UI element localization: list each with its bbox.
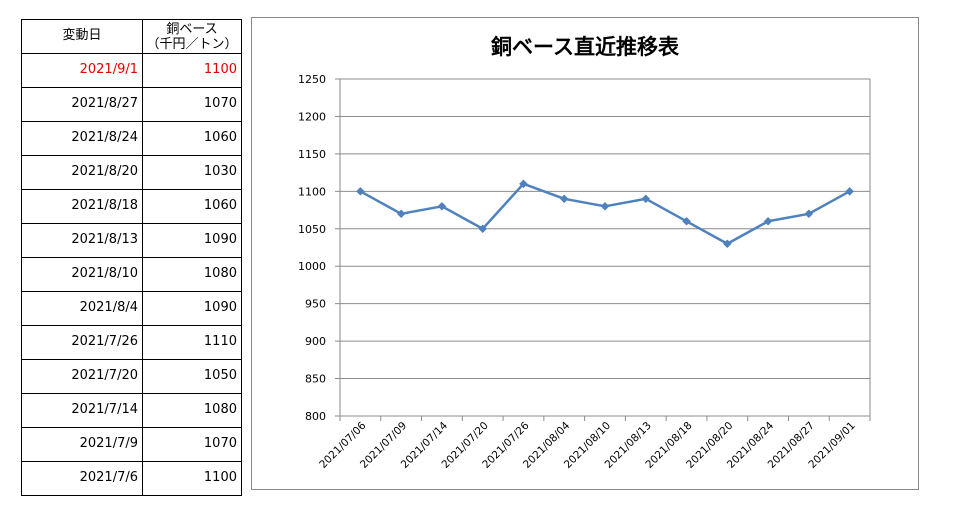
y-tick-label: 800: [305, 410, 326, 423]
row-date: 2021/8/20: [21, 155, 143, 190]
table-row: 2021/8/13 1090: [21, 223, 242, 258]
header-value-line2: （千円／トン）: [146, 36, 238, 52]
table-row: 2021/8/10 1080: [21, 257, 242, 292]
row-value: 1070: [142, 427, 242, 462]
row-value: 1080: [142, 393, 242, 428]
row-date: 2021/7/6: [21, 461, 143, 496]
table-row: 2021/7/14 1080: [21, 393, 242, 428]
y-tick-label: 1250: [298, 73, 326, 86]
table-row: 2021/8/27 1070: [21, 87, 242, 122]
table-row: 2021/8/24 1060: [21, 121, 242, 156]
x-axis-ticks: 2021/07/062021/07/092021/07/142021/07/20…: [317, 416, 871, 471]
chart-frame: 銅ベース直近推移表 800 850 900 950 1000 1050 1100 1150 12…: [251, 17, 919, 490]
row-value: 1090: [142, 223, 242, 258]
table-row: 2021/8/4 1090: [21, 291, 242, 326]
row-value: 1090: [142, 291, 242, 326]
row-date: 2021/8/4: [21, 291, 143, 326]
table-row: 2021/8/20 1030: [21, 155, 242, 190]
y-tick-label: 1150: [298, 148, 326, 161]
data-point: [763, 216, 773, 226]
grid-lines: [339, 78, 871, 417]
table-row: 2021/8/18 1060: [21, 189, 242, 224]
row-date: 2021/7/26: [21, 325, 143, 360]
data-point: [396, 209, 406, 219]
row-date: 2021/7/9: [21, 427, 143, 462]
data-point: [682, 216, 691, 226]
y-tick-label: 850: [305, 373, 326, 386]
row-value: 1030: [142, 155, 242, 190]
table-header-row: 変動日 銅ベース （千円／トン）: [21, 19, 242, 54]
data-point: [478, 224, 488, 234]
data-point: [641, 194, 651, 204]
data-point: [845, 186, 854, 196]
y-tick-label: 950: [305, 298, 326, 311]
y-tick-label: 1200: [298, 110, 326, 123]
row-value: 1080: [142, 257, 242, 292]
y-tick-label: 1100: [298, 185, 326, 198]
chart-title: 銅ベース直近推移表: [491, 35, 680, 59]
row-date: 2021/8/18: [21, 189, 143, 224]
data-point: [722, 239, 732, 249]
row-value: 1060: [142, 189, 242, 224]
table-row: 2021/7/20 1050: [21, 359, 242, 394]
table-row: 2021/7/9 1070: [21, 427, 242, 462]
data-point: [437, 201, 447, 211]
plot-area: [339, 78, 871, 417]
row-date: 2021/8/27: [21, 87, 143, 122]
table-row: 2021/9/1 1100: [21, 53, 242, 88]
y-tick-label: 900: [305, 335, 326, 348]
row-date: 2021/8/24: [21, 121, 143, 156]
row-date: 2021/9/1: [21, 53, 143, 88]
y-tick-label: 1000: [298, 260, 326, 273]
header-date: 変動日: [21, 19, 143, 54]
row-value: 1060: [142, 121, 242, 156]
line-chart: 銅ベース直近推移表 800 850 900 950 1000 1050 1100 1150 12…: [298, 35, 871, 471]
data-point: [600, 201, 610, 211]
header-value: 銅ベース （千円／トン）: [142, 19, 242, 54]
data-point: [519, 179, 528, 189]
data-point: [356, 186, 365, 196]
price-table: 変動日 銅ベース （千円／トン） 2021/9/1 1100 2021/8/27 10…: [21, 19, 242, 496]
row-value: 1100: [142, 53, 242, 88]
row-value: 1110: [142, 325, 242, 360]
data-point: [804, 209, 814, 219]
series-line: [359, 182, 851, 246]
row-value: 1050: [142, 359, 242, 394]
row-date: 2021/7/14: [21, 393, 143, 428]
table-row: 2021/7/6 1100: [21, 461, 242, 496]
series-layer: [356, 179, 854, 249]
row-date: 2021/7/20: [21, 359, 143, 394]
row-value: 1100: [142, 461, 242, 496]
row-date: 2021/8/10: [21, 257, 143, 292]
data-point: [559, 194, 569, 204]
y-axis-ticks: 800 850 900 950 1000 1050 1100 1150 1200 1250: [298, 73, 340, 423]
y-tick-label: 1050: [298, 223, 326, 236]
table-row: 2021/7/26 1110: [21, 325, 242, 360]
row-value: 1070: [142, 87, 242, 122]
header-value-line1: 銅ベース: [166, 21, 218, 37]
row-date: 2021/8/13: [21, 223, 143, 258]
